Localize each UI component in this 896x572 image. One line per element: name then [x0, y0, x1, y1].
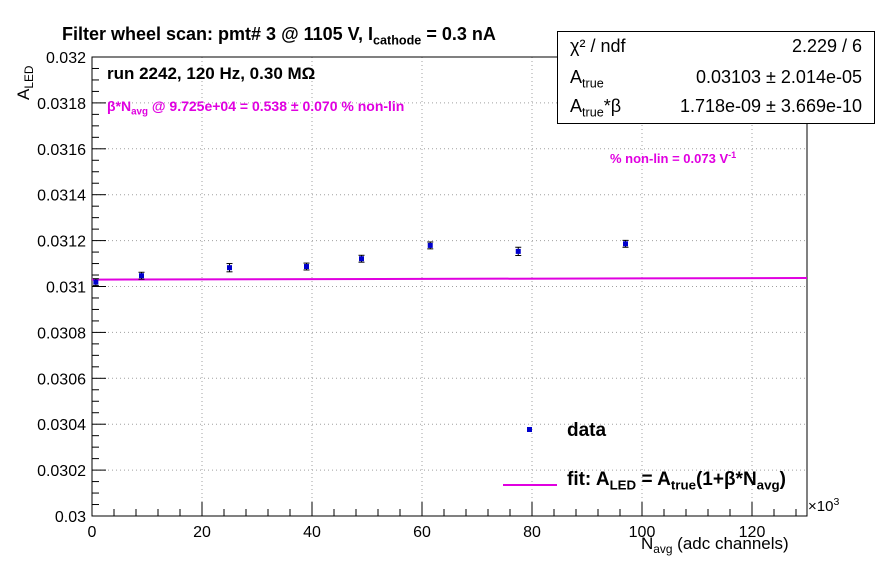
x-axis-label: Navg (adc channels)	[641, 534, 789, 557]
y-tick-label: 0.0306	[37, 371, 86, 388]
data-points	[92, 239, 629, 287]
legend-data-marker	[527, 427, 532, 432]
y-tick-label: 0.032	[46, 50, 86, 67]
x-tick-label: 20	[193, 524, 211, 541]
data-point	[139, 273, 144, 279]
y-tick-label: 0.03	[55, 509, 86, 526]
stats-atrue-beta-row: Atrue*β 1.718e-09 ± 3.669e-10	[558, 92, 874, 120]
data-point	[427, 242, 433, 248]
chi2-label: χ² / ndf	[570, 36, 626, 56]
x-tick-label: 80	[523, 524, 541, 541]
axes: 0 20 40 60 80 100 120 0.03 0.0302 0.0304 0.0306 0.0…	[37, 50, 797, 541]
data-point	[359, 256, 364, 262]
chi2-value: 2.229 / 6	[791, 36, 862, 56]
data-point	[304, 264, 309, 270]
atrue-beta-label: Atrue*β	[570, 96, 622, 120]
legend-data-label: data	[567, 420, 607, 441]
data-point	[623, 241, 628, 247]
x-tick-label: 100	[629, 524, 656, 541]
y-tick-label: 0.0314	[37, 188, 86, 205]
x-axis-exponent: ×103	[808, 496, 840, 515]
legend-fit-label: fit: ALED = Atrue(1+β*Navg)	[567, 469, 786, 493]
y-tick-label: 0.0318	[37, 96, 86, 113]
fit-line-path	[91, 277, 808, 281]
fit-line	[91, 277, 808, 281]
atrue-beta-value: 1.718e-09 ± 3.669e-10	[679, 96, 862, 116]
atrue-label: Atrue	[570, 67, 604, 91]
y-tick-label: 0.0302	[37, 463, 86, 480]
y-tick-label: 0.0304	[37, 417, 86, 434]
chart-title: Filter wheel scan: pmt# 3 @ 1105 V, Icat…	[62, 24, 496, 48]
y-tick-label: 0.0308	[37, 325, 86, 342]
y-tick-label: 0.0312	[37, 234, 86, 251]
x-tick-label: 40	[303, 524, 321, 541]
data-point	[515, 248, 521, 254]
run-info: run 2242, 120 Hz, 0.30 MΩ	[107, 64, 316, 83]
y-axis-label: ALED	[14, 65, 37, 100]
grid-lines	[91, 56, 807, 517]
y-tick-label: 0.0316	[37, 142, 86, 159]
y-tick-label: 0.031	[46, 280, 86, 297]
beta-nonlin-info: β*Navg @ 9.725e+04 = 0.538 ± 0.070 % non…	[107, 98, 405, 118]
stats-atrue-row: Atrue 0.03103 ± 2.014e-05	[558, 63, 874, 91]
stats-box: χ² / ndf 2.229 / 6 Atrue 0.03103 ± 2.014…	[557, 31, 875, 124]
x-tick-label: 0	[88, 524, 97, 541]
stats-chi2-row: χ² / ndf 2.229 / 6	[558, 32, 874, 60]
atrue-value: 0.03103 ± 2.014e-05	[695, 67, 862, 87]
data-point	[93, 279, 99, 285]
x-tick-label: 120	[739, 524, 766, 541]
x-tick-label: 60	[413, 524, 431, 541]
data-point	[227, 265, 232, 271]
plot-frame	[91, 56, 808, 517]
legend-marks	[503, 427, 557, 486]
nonlin-per-volt: % non-lin = 0.073 V-1	[610, 150, 737, 166]
